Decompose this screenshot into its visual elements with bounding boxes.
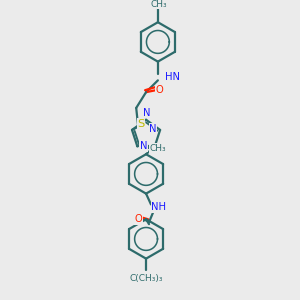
Text: CH₃: CH₃	[151, 0, 167, 9]
Text: S: S	[137, 119, 145, 129]
Text: O: O	[156, 85, 164, 95]
Text: C(CH₃)₃: C(CH₃)₃	[129, 274, 163, 283]
Text: N: N	[143, 108, 151, 118]
Text: HN: HN	[165, 72, 180, 82]
Text: CH₃: CH₃	[150, 144, 166, 153]
Text: N: N	[149, 124, 157, 134]
Text: N: N	[140, 142, 147, 152]
Text: O: O	[134, 214, 142, 224]
Text: NH: NH	[152, 202, 166, 212]
